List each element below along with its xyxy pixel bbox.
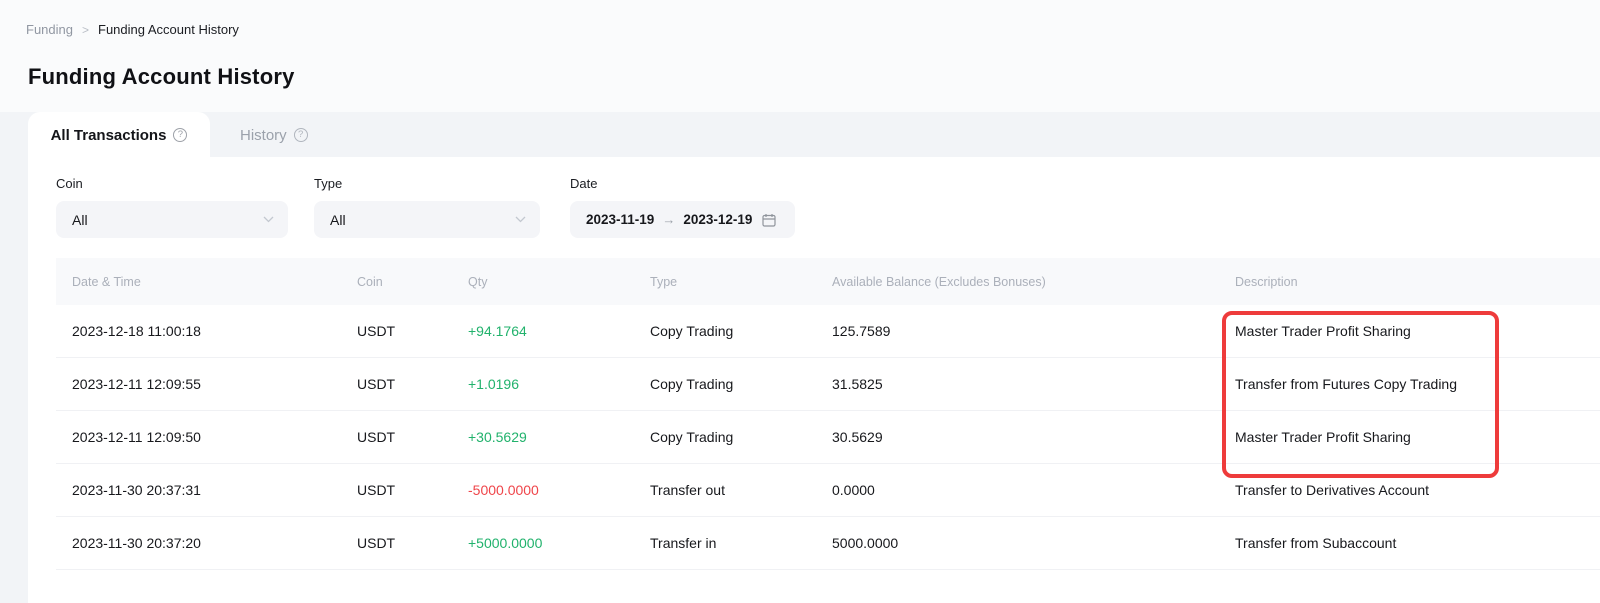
cell-description: Transfer from Subaccount: [1235, 535, 1397, 551]
cell-balance: 30.5629: [832, 429, 883, 445]
cell-qty: -5000.0000: [468, 482, 539, 498]
calendar-icon[interactable]: [762, 213, 776, 227]
type-select[interactable]: All: [314, 201, 540, 238]
cell-datetime: 2023-11-30 20:37:31: [72, 482, 201, 498]
breadcrumb: Funding > Funding Account History: [26, 22, 239, 37]
cell-balance: 31.5825: [832, 376, 883, 392]
date-filter-label: Date: [570, 176, 598, 191]
coin-select[interactable]: All: [56, 201, 288, 238]
cell-type: Copy Trading: [650, 429, 734, 445]
coin-select-value: All: [72, 211, 88, 228]
cell-description: Transfer to Derivatives Account: [1235, 482, 1430, 498]
page-title: Funding Account History: [28, 64, 295, 89]
cell-qty: +30.5629: [468, 429, 527, 445]
cell-qty: +94.1764: [468, 323, 527, 339]
tab-all-transactions[interactable]: All Transactions ?: [28, 112, 210, 158]
breadcrumb-current: Funding Account History: [98, 22, 239, 37]
cell-coin: USDT: [357, 429, 396, 445]
cell-coin: USDT: [357, 323, 396, 339]
cell-qty: +5000.0000: [468, 535, 543, 551]
tab-history[interactable]: History ?: [210, 112, 338, 158]
date-range-picker[interactable]: 2023-11-19 → 2023-12-19: [570, 201, 795, 238]
table-header-row: Date & Time Coin Qty Type Available Bala…: [56, 258, 1600, 305]
column-header-qty: Qty: [468, 274, 488, 289]
tab-all-transactions-label: All Transactions: [50, 126, 167, 144]
cell-description: Master Trader Profit Sharing: [1235, 429, 1411, 445]
table-body: 2023-12-18 11:00:18 USDT +94.1764 Copy T…: [56, 305, 1600, 570]
column-header-balance: Available Balance (Excludes Bonuses): [832, 274, 1046, 289]
cell-datetime: 2023-11-30 20:37:20: [72, 535, 201, 551]
table-row: 2023-11-30 20:37:31 USDT -5000.0000 Tran…: [56, 464, 1600, 517]
table-row: 2023-12-18 11:00:18 USDT +94.1764 Copy T…: [56, 305, 1600, 358]
cell-balance: 5000.0000: [832, 535, 899, 551]
coin-filter-label: Coin: [56, 176, 83, 191]
date-range-start: 2023-11-19: [586, 212, 655, 227]
column-header-datetime: Date & Time: [72, 274, 141, 289]
cell-type: Transfer out: [650, 482, 725, 498]
cell-balance: 0.0000: [832, 482, 875, 498]
column-header-type: Type: [650, 274, 678, 289]
breadcrumb-funding-link[interactable]: Funding: [26, 22, 73, 37]
breadcrumb-separator-icon: >: [81, 22, 89, 37]
cell-datetime: 2023-12-18 11:00:18: [72, 323, 201, 339]
cell-coin: USDT: [357, 482, 396, 498]
help-icon[interactable]: ?: [293, 128, 308, 142]
type-filter-label: Type: [314, 176, 343, 191]
cell-description: Transfer from Futures Copy Trading: [1235, 376, 1458, 392]
cell-datetime: 2023-12-11 12:09:50: [72, 429, 201, 445]
cell-qty: +1.0196: [468, 376, 519, 392]
cell-balance: 125.7589: [832, 323, 891, 339]
table-row: 2023-12-11 12:09:50 USDT +30.5629 Copy T…: [56, 411, 1600, 464]
chevron-down-icon: [263, 216, 274, 223]
cell-coin: USDT: [357, 535, 396, 551]
help-icon[interactable]: ?: [173, 128, 188, 142]
cell-description: Master Trader Profit Sharing: [1235, 323, 1411, 339]
column-header-coin: Coin: [357, 274, 383, 289]
cell-type: Copy Trading: [650, 323, 734, 339]
type-select-value: All: [330, 211, 346, 228]
table-row: 2023-12-11 12:09:55 USDT +1.0196 Copy Tr…: [56, 358, 1600, 411]
cell-type: Copy Trading: [650, 376, 734, 392]
cell-datetime: 2023-12-11 12:09:55: [72, 376, 201, 392]
table-row: 2023-11-30 20:37:20 USDT +5000.0000 Tran…: [56, 517, 1600, 570]
cell-coin: USDT: [357, 376, 396, 392]
date-range-end: 2023-12-19: [683, 212, 753, 227]
chevron-down-icon: [515, 216, 526, 223]
cell-type: Transfer in: [650, 535, 717, 551]
tab-history-label: History: [240, 126, 287, 144]
arrow-right-icon: →: [662, 212, 676, 227]
column-header-description: Description: [1235, 274, 1298, 289]
